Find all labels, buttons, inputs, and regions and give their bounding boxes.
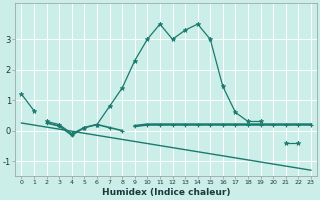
- X-axis label: Humidex (Indice chaleur): Humidex (Indice chaleur): [102, 188, 230, 197]
